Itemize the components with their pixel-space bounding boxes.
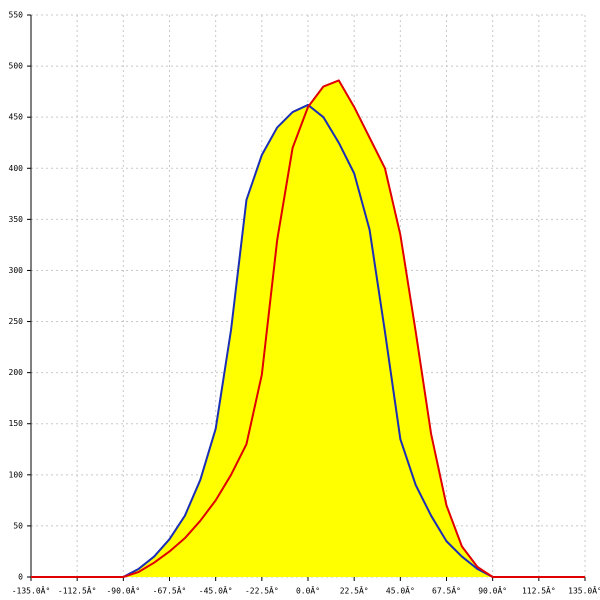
x-tick-label: 45.0Â° xyxy=(386,585,415,596)
x-tick-label: -90.0Â° xyxy=(106,585,140,596)
x-tick-label: 67.5Â° xyxy=(432,585,461,596)
series-line xyxy=(31,103,585,578)
y-tick-label: 350 xyxy=(9,215,24,224)
y-tick-label: 550 xyxy=(9,11,24,20)
y-tick-label: 300 xyxy=(9,266,24,275)
y-tick-label: 450 xyxy=(9,113,24,122)
x-tick-label: -45.0Â° xyxy=(199,585,233,596)
y-tick-label: 400 xyxy=(9,164,24,173)
x-tick-label: 22.5Â° xyxy=(340,585,369,596)
y-tick-label: 150 xyxy=(9,419,24,428)
x-tick-label: 90.0Â° xyxy=(478,585,507,596)
y-tick-label: 500 xyxy=(9,62,24,71)
y-tick-label: 250 xyxy=(9,317,24,326)
y-tick-label: 50 xyxy=(13,521,23,530)
series-line xyxy=(31,79,585,578)
x-tick-label: -22.5Â° xyxy=(245,585,279,596)
y-tick-label: 0 xyxy=(18,573,23,582)
x-tick-label: 0.0Â° xyxy=(296,585,320,596)
x-tick-label: -67.5Â° xyxy=(153,585,187,596)
x-tick-label: -112.5Â° xyxy=(58,585,97,596)
y-tick-label: 200 xyxy=(9,368,24,377)
area xyxy=(31,80,585,577)
x-tick-label: 135.0Â° xyxy=(568,585,600,596)
y-tick-label: 100 xyxy=(9,470,24,479)
x-tick-label: -135.0Â° xyxy=(12,585,51,596)
x-tick-label: 112.5Â° xyxy=(522,585,556,596)
